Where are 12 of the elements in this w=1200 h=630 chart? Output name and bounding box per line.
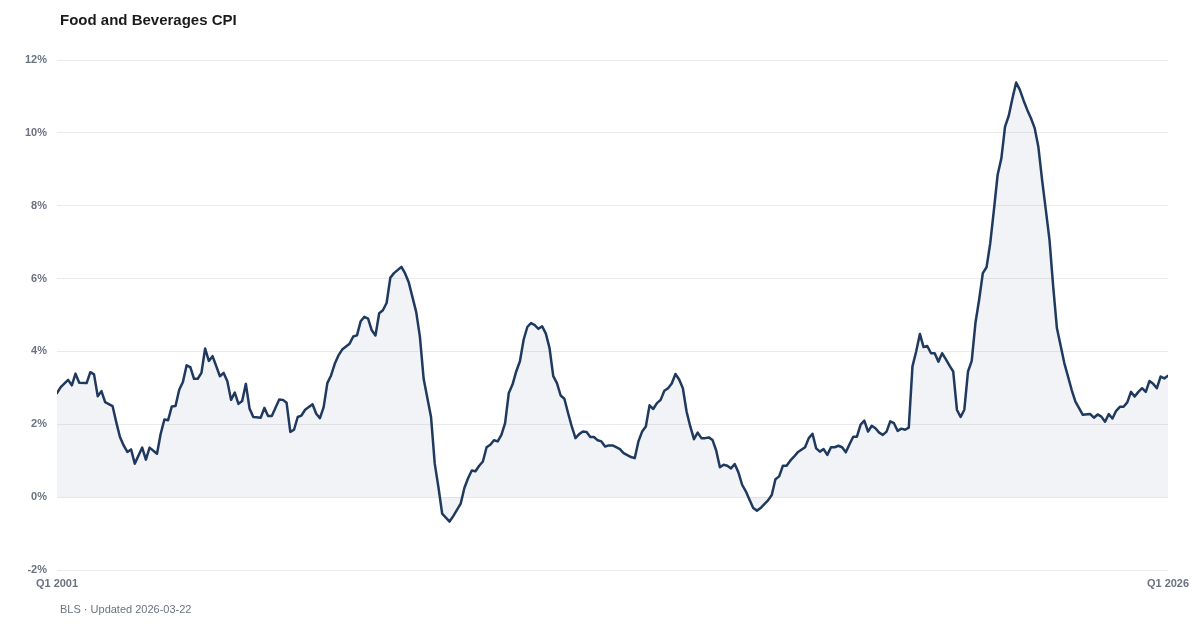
y-tick-label: 6%: [31, 271, 48, 284]
x-tick-label: Q1 2001: [35, 576, 79, 589]
y-tick-label: 12%: [24, 53, 48, 66]
text: BLS · Updated 2026-03-22: [60, 603, 192, 615]
y-tick-label: -2%: [27, 563, 48, 576]
y-tick-label: 10%: [24, 125, 48, 138]
x-tick-label: Q1 2026: [1146, 576, 1190, 589]
chart-title: Food and Beverages CPI: [60, 11, 237, 28]
y-tick-label: 2%: [31, 417, 48, 430]
y-tick-label: 4%: [31, 344, 48, 357]
y-tick-label: 8%: [31, 198, 48, 211]
y-tick-label: 0%: [31, 490, 48, 503]
